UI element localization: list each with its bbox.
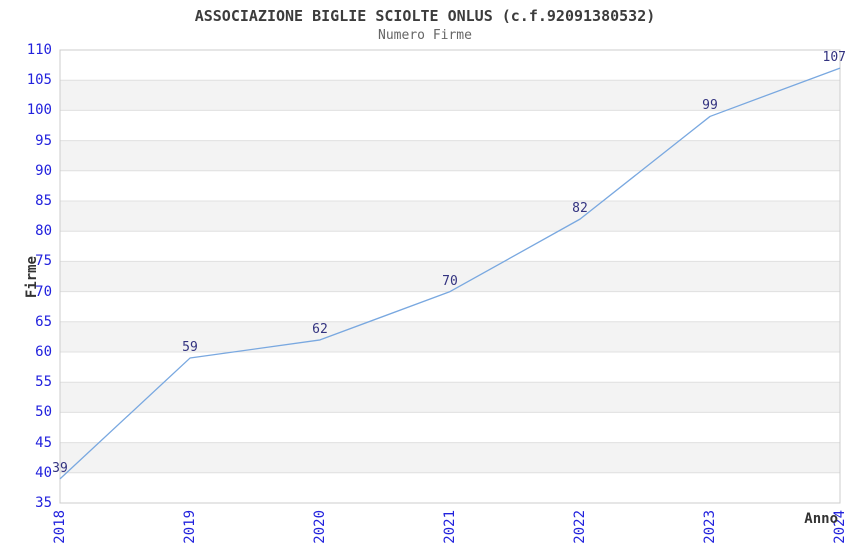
y-tick-label: 60 — [35, 344, 52, 360]
y-tick-label: 55 — [35, 374, 52, 391]
y-tick-label: 40 — [35, 464, 52, 481]
data-point-label: 59 — [182, 340, 198, 356]
y-tick-label: 65 — [35, 313, 52, 330]
y-tick-label: 100 — [26, 102, 52, 119]
x-tick-label: 2020 — [312, 510, 328, 544]
y-axis-title: Firme — [24, 256, 40, 299]
chart-title: ASSOCIAZIONE BIGLIE SCIOLTE ONLUS (c.f.9… — [194, 7, 656, 25]
y-tick-label: 80 — [35, 223, 52, 240]
y-tick-label: 95 — [35, 132, 52, 149]
x-tick-label: 2022 — [572, 510, 588, 544]
data-point-label: 39 — [52, 460, 68, 476]
data-point-label: 107 — [822, 50, 846, 66]
x-tick-label: 2019 — [182, 510, 198, 544]
data-point-label: 82 — [572, 201, 588, 217]
y-tick-label: 45 — [35, 434, 52, 451]
y-tick-label: 85 — [35, 193, 52, 209]
data-point-label: 70 — [442, 273, 458, 289]
y-tick-label: 75 — [35, 253, 52, 270]
y-tick-label: 90 — [35, 162, 52, 179]
x-tick-label: 2023 — [702, 510, 718, 544]
y-tick-label: 70 — [35, 283, 52, 300]
x-tick-label: 2021 — [442, 510, 458, 544]
y-tick-label: 110 — [26, 42, 52, 58]
chart-subtitle: Numero Firme — [378, 28, 472, 43]
y-tick-label: 105 — [26, 72, 52, 89]
y-tick-label: 35 — [35, 495, 52, 511]
y-tick-label: 50 — [35, 404, 52, 421]
data-point-label: 62 — [312, 321, 328, 337]
data-point-label: 99 — [702, 98, 718, 114]
x-tick-label: 2018 — [52, 510, 68, 544]
x-axis-title: Anno — [804, 511, 838, 527]
